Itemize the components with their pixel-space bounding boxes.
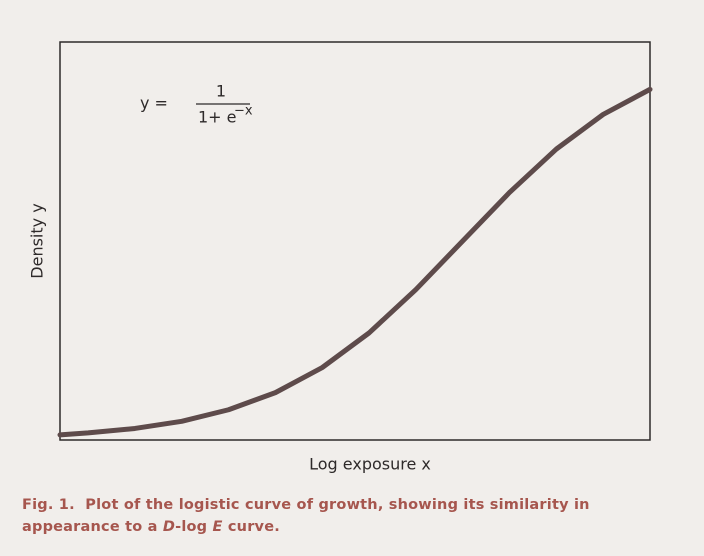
formula-denominator: 1+ e [198,108,237,127]
formula-numerator: 1 [216,82,226,101]
curve [57,86,653,438]
caption-italic: E [212,519,223,535]
caption-text: curve. [222,519,280,535]
caption: Fig. 1. Plot of the logistic curve of gr… [22,494,686,538]
caption-text: -log [175,519,213,535]
x-axis-label: Log exposure x [309,455,431,474]
formula-exponent: −x [234,104,253,119]
caption-text: Fig. 1. Plot of the logistic curve of gr… [22,497,590,535]
plot-frame [59,41,651,441]
formula-lhs: y = [140,94,168,113]
caption-italic: D [162,519,176,535]
y-axis-label: Density y [28,203,47,278]
chart: y = 1 1+ e −x Density y Log exposure x [28,41,653,474]
